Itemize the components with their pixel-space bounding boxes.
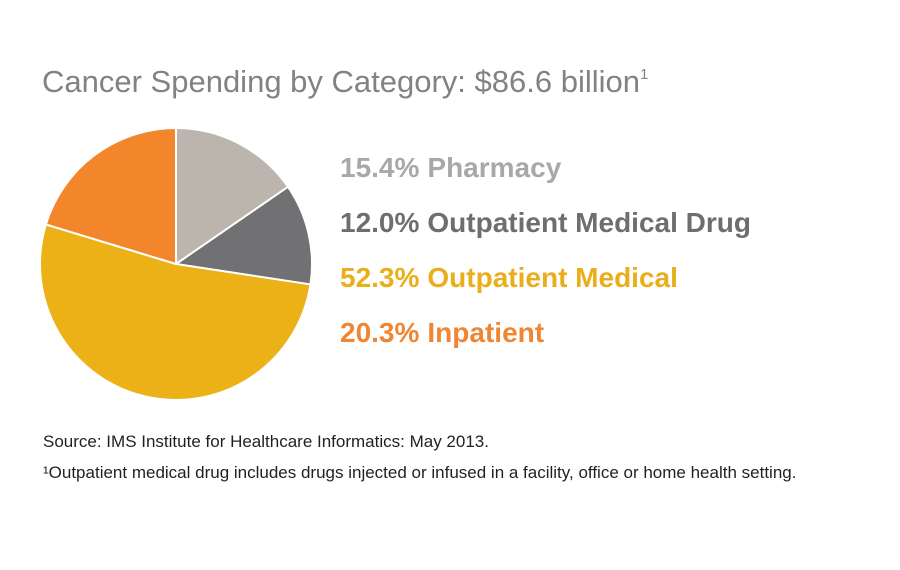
- legend-item-outpatient-medical-drug: 12.0% Outpatient Medical Drug: [340, 201, 751, 256]
- legend-label: Outpatient Medical Drug: [427, 207, 751, 238]
- legend-value: 15.4%: [340, 152, 420, 183]
- chart-legend: 15.4% Pharmacy 12.0% Outpatient Medical Dru…: [340, 146, 751, 366]
- legend-item-pharmacy: 15.4% Pharmacy: [340, 146, 751, 201]
- pie-slice-outpatient-medical-drug: [175, 185, 313, 286]
- legend-value: 20.3%: [340, 317, 420, 348]
- legend-item-inpatient: 20.3% Inpatient: [340, 311, 751, 366]
- legend-value: 52.3%: [340, 262, 420, 293]
- legend-item-outpatient-medical: 52.3% Outpatient Medical: [340, 256, 751, 311]
- chart-title-text: Cancer Spending by Category: $86.6 billi…: [42, 64, 640, 99]
- chart-title: Cancer Spending by Category: $86.6 billi…: [42, 64, 648, 100]
- legend-label: Pharmacy: [427, 152, 562, 183]
- footnote: ¹Outpatient medical drug includes drugs …: [43, 463, 797, 482]
- legend-label: Outpatient Medical: [427, 262, 678, 293]
- pie-chart: [39, 127, 313, 401]
- pie-slice-outpatient-medical: [39, 223, 312, 401]
- source-note: Source: IMS Institute for Healthcare Inf…: [43, 432, 489, 451]
- chart-footer: Source: IMS Institute for Healthcare Inf…: [43, 428, 796, 490]
- pie-slice-inpatient: [44, 127, 177, 265]
- pie-slice-pharmacy: [175, 127, 289, 265]
- title-footnote-mark: 1: [640, 66, 649, 83]
- legend-value: 12.0%: [340, 207, 420, 238]
- legend-label: Inpatient: [427, 317, 545, 348]
